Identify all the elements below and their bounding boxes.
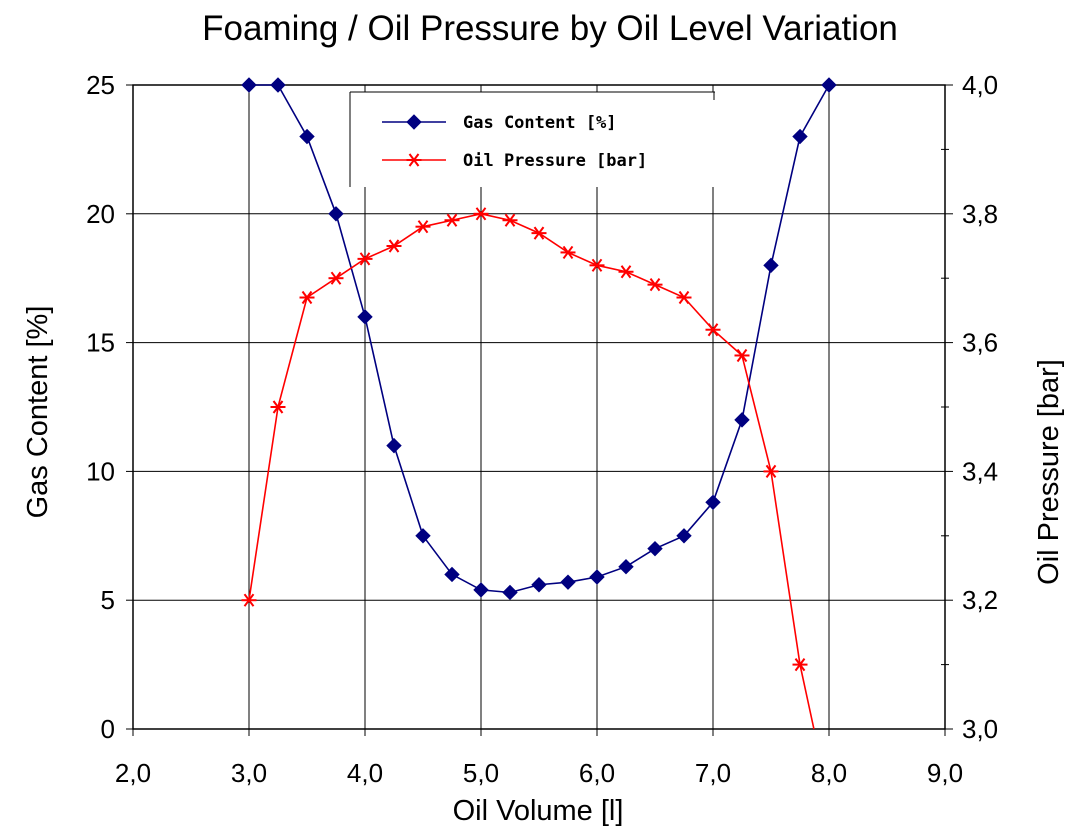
x-tick-label: 9,0 <box>927 758 963 788</box>
y-axis-title: Gas Content [%] <box>22 306 54 519</box>
y2-tick-label: 3,6 <box>962 328 998 358</box>
gas-content-point <box>386 437 402 454</box>
y2-tick-label: 3,8 <box>962 199 998 229</box>
gas-content-point <box>473 582 489 598</box>
gas-content-point <box>821 77 837 93</box>
x-tick-labels: 2,0 3,0 4,0 5,0 6,0 7,0 8,0 9,0 <box>115 758 963 788</box>
gas-content-point <box>415 528 431 544</box>
x-tick-label: 6,0 <box>579 758 615 788</box>
axis-ticks <box>126 84 953 736</box>
gas-content-point <box>502 584 518 601</box>
oil-pressure-point <box>705 323 721 337</box>
gas-content-point <box>792 128 808 145</box>
x-tick-label: 4,0 <box>347 758 383 788</box>
legend: Gas Content [%] Oil Pressure [bar] <box>349 91 715 187</box>
legend-label: Gas Content [%] <box>463 113 617 133</box>
y-tick-labels: 0 5 10 15 20 25 <box>86 70 115 744</box>
oil-pressure-point <box>676 290 692 305</box>
legend-swatch-marker <box>406 153 422 167</box>
x-tick-label: 7,0 <box>695 758 731 788</box>
oil-pressure-point <box>589 258 605 272</box>
oil-pressure-point <box>270 400 286 414</box>
y2-axis-title: Oil Pressure [bar] <box>1033 359 1065 585</box>
y-tick-label: 0 <box>101 714 115 744</box>
gas-content-point <box>328 206 344 222</box>
oil-pressure-point <box>415 220 431 234</box>
gas-content-point <box>406 114 422 130</box>
oil-pressure-point <box>444 213 460 227</box>
oil-pressure-point <box>473 207 489 221</box>
oil-pressure-point <box>647 278 663 292</box>
gas-content-point <box>705 494 721 511</box>
oil-pressure-point <box>560 245 576 260</box>
oil-pressure-point <box>241 593 257 607</box>
x-tick-label: 8,0 <box>811 758 847 788</box>
oil-pressure-point <box>328 271 344 285</box>
y2-tick-label: 3,2 <box>962 585 998 615</box>
y2-tick-labels: 3,0 3,2 3,4 3,6 3,8 4,0 <box>962 70 998 744</box>
oil-pressure-point <box>792 657 808 672</box>
chart-title: Foaming / Oil Pressure by Oil Level Vari… <box>202 9 898 48</box>
gas-content-point <box>676 528 692 544</box>
x-tick-label: 3,0 <box>231 758 267 788</box>
x-axis-title: Oil Volume [l] <box>453 795 624 827</box>
gas-content-point <box>444 566 460 583</box>
y2-tick-label: 4,0 <box>962 70 998 100</box>
gas-content-point <box>299 128 315 145</box>
grid <box>133 85 945 729</box>
oil-pressure-point <box>531 226 547 240</box>
gas-content-point <box>270 77 286 93</box>
oil-pressure-point <box>299 290 315 305</box>
gas-content-point <box>734 412 750 428</box>
x-tick-label: 5,0 <box>463 758 499 788</box>
oil-pressure-point <box>357 252 373 266</box>
gas-content-point <box>357 309 373 325</box>
oil-pressure-point <box>502 213 518 227</box>
legend-box <box>350 92 715 187</box>
oil-pressure-point <box>386 239 402 253</box>
y2-tick-label: 3,0 <box>962 714 998 744</box>
oil-pressure-point <box>763 464 779 478</box>
legend-label: Oil Pressure [bar] <box>463 151 647 171</box>
y-tick-label: 20 <box>86 199 115 229</box>
oil-pressure-point <box>734 348 750 363</box>
y-tick-label: 10 <box>86 456 115 486</box>
gas-content-point <box>763 257 779 274</box>
gas-content-point <box>618 559 634 575</box>
gas-content-point <box>531 577 547 593</box>
gas-content-point <box>241 77 257 93</box>
gas-content-point <box>647 540 663 557</box>
gas-content-point <box>589 569 605 585</box>
y-tick-label: 25 <box>86 70 115 100</box>
oil-pressure-point <box>618 265 634 279</box>
series-layer <box>241 77 837 730</box>
y2-tick-label: 3,4 <box>962 456 998 486</box>
y-tick-label: 5 <box>101 585 115 615</box>
gas-content-point <box>560 574 576 590</box>
x-tick-label: 2,0 <box>115 758 151 788</box>
y-tick-label: 15 <box>86 328 115 358</box>
